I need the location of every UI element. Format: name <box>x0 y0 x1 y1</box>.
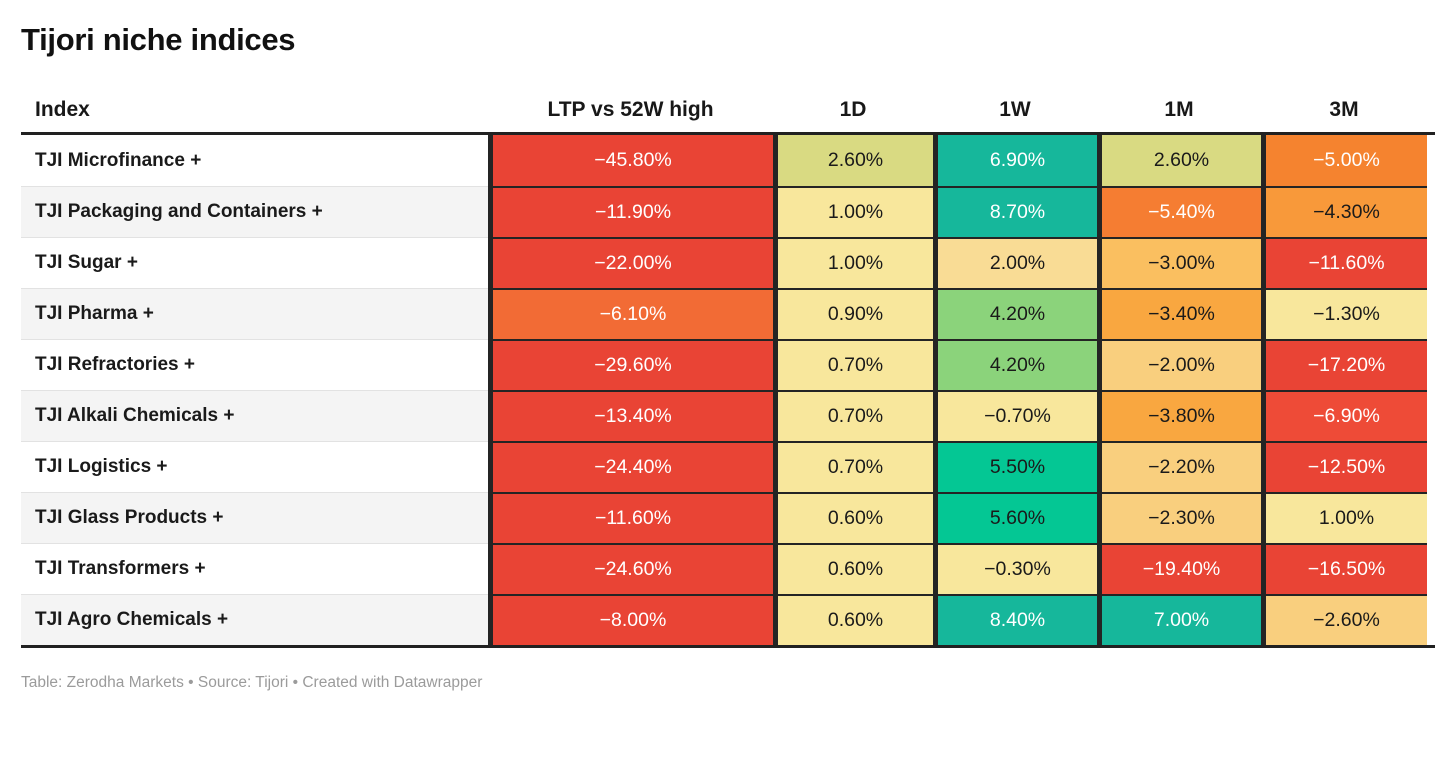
column-header-1m[interactable]: 1M <box>1164 98 1194 121</box>
heat-cell: −1.30% <box>1261 288 1427 339</box>
heat-cell: 4.20% <box>933 339 1097 390</box>
heat-cell: 8.40% <box>933 594 1097 645</box>
heat-cell: 0.90% <box>773 288 933 339</box>
heat-cell: 8.70% <box>933 186 1097 237</box>
column-header-ltp-vs-52w-high[interactable]: LTP vs 52W high <box>547 98 714 121</box>
table-row: TJI Agro Chemicals + −8.00% 0.60% 8.40% 7.0… <box>21 594 1435 645</box>
heat-cell: 6.90% <box>933 135 1097 186</box>
heat-cell: −4.30% <box>1261 186 1427 237</box>
index-cell[interactable]: TJI Refractories + <box>21 339 488 390</box>
heat-cell: −3.40% <box>1097 288 1261 339</box>
heat-cell: 2.60% <box>1097 135 1261 186</box>
index-cell[interactable]: TJI Packaging and Containers + <box>21 186 488 237</box>
heat-cell: −19.40% <box>1097 543 1261 594</box>
heat-cell: −6.10% <box>488 288 773 339</box>
table-row: TJI Transformers + −24.60% 0.60% −0.30% −19… <box>21 543 1435 594</box>
heat-cell: −11.60% <box>488 492 773 543</box>
heat-cell: −16.50% <box>1261 543 1427 594</box>
heat-cell: −2.00% <box>1097 339 1261 390</box>
heat-cell: −0.70% <box>933 390 1097 441</box>
indices-table: Index LTP vs 52W high 1D 1W 1M 3M TJI Mi… <box>21 98 1435 648</box>
index-cell[interactable]: TJI Agro Chemicals + <box>21 594 488 645</box>
heat-cell: −11.60% <box>1261 237 1427 288</box>
heat-cell: −2.20% <box>1097 441 1261 492</box>
heat-cell: 7.00% <box>1097 594 1261 645</box>
column-header-3m[interactable]: 3M <box>1329 98 1359 121</box>
table-row: TJI Packaging and Containers + −11.90% 1.… <box>21 186 1435 237</box>
heat-cell: 5.50% <box>933 441 1097 492</box>
heat-cell: −5.00% <box>1261 135 1427 186</box>
heat-cell: 2.00% <box>933 237 1097 288</box>
index-cell[interactable]: TJI Microfinance + <box>21 135 488 186</box>
heat-cell: 1.00% <box>773 186 933 237</box>
index-cell[interactable]: TJI Alkali Chemicals + <box>21 390 488 441</box>
heat-cell: −12.50% <box>1261 441 1427 492</box>
index-cell[interactable]: TJI Transformers + <box>21 543 488 594</box>
heat-cell: 2.60% <box>773 135 933 186</box>
heat-cell: 1.00% <box>773 237 933 288</box>
heat-cell: 0.60% <box>773 492 933 543</box>
heat-cell: −17.20% <box>1261 339 1427 390</box>
heat-cell: −6.90% <box>1261 390 1427 441</box>
heat-cell: −11.90% <box>488 186 773 237</box>
index-cell[interactable]: TJI Pharma + <box>21 288 488 339</box>
table-row: TJI Refractories + −29.60% 0.70% 4.20% −2.0… <box>21 339 1435 390</box>
heat-cell: 4.20% <box>933 288 1097 339</box>
heat-cell: 0.60% <box>773 594 933 645</box>
heat-cell: −3.80% <box>1097 390 1261 441</box>
column-header-1d[interactable]: 1D <box>839 98 867 121</box>
table-body: TJI Microfinance + −45.80% 2.60% 6.90% 2.60… <box>21 132 1435 648</box>
table-row: TJI Pharma + −6.10% 0.90% 4.20% −3.40% −1.30… <box>21 288 1435 339</box>
heat-cell: −22.00% <box>488 237 773 288</box>
heat-cell: 0.70% <box>773 339 933 390</box>
index-cell[interactable]: TJI Logistics + <box>21 441 488 492</box>
heat-cell: −24.40% <box>488 441 773 492</box>
column-header-index[interactable]: Index <box>35 98 90 121</box>
heat-cell: −2.30% <box>1097 492 1261 543</box>
table-row: TJI Logistics + −24.40% 0.70% 5.50% −2.20% −… <box>21 441 1435 492</box>
heat-cell: −8.00% <box>488 594 773 645</box>
index-cell[interactable]: TJI Glass Products + <box>21 492 488 543</box>
heat-cell: −0.30% <box>933 543 1097 594</box>
heat-cell: −13.40% <box>488 390 773 441</box>
heat-cell: 0.60% <box>773 543 933 594</box>
page-title: Tijori niche indices <box>21 22 296 57</box>
table-footnote: Table: Zerodha Markets • Source: Tijori … <box>21 674 483 691</box>
heat-cell: −5.40% <box>1097 186 1261 237</box>
table-row: TJI Alkali Chemicals + −13.40% 0.70% −0.70… <box>21 390 1435 441</box>
column-header-1w[interactable]: 1W <box>999 98 1031 121</box>
heat-cell: −45.80% <box>488 135 773 186</box>
index-cell[interactable]: TJI Sugar + <box>21 237 488 288</box>
heat-cell: −3.00% <box>1097 237 1261 288</box>
heat-cell: 0.70% <box>773 441 933 492</box>
heat-cell: −2.60% <box>1261 594 1427 645</box>
heat-cell: −29.60% <box>488 339 773 390</box>
heat-cell: 0.70% <box>773 390 933 441</box>
heat-cell: 5.60% <box>933 492 1097 543</box>
table-header-row: Index LTP vs 52W high 1D 1W 1M 3M <box>21 98 1435 132</box>
page: Tijori niche indices Index LTP vs 52W hi… <box>21 22 1435 691</box>
table-row: TJI Glass Products + −11.60% 0.60% 5.60% −2… <box>21 492 1435 543</box>
table-row: TJI Microfinance + −45.80% 2.60% 6.90% 2.60… <box>21 135 1435 186</box>
heat-cell: 1.00% <box>1261 492 1427 543</box>
table-row: TJI Sugar + −22.00% 1.00% 2.00% −3.00% −11.6… <box>21 237 1435 288</box>
heat-cell: −24.60% <box>488 543 773 594</box>
